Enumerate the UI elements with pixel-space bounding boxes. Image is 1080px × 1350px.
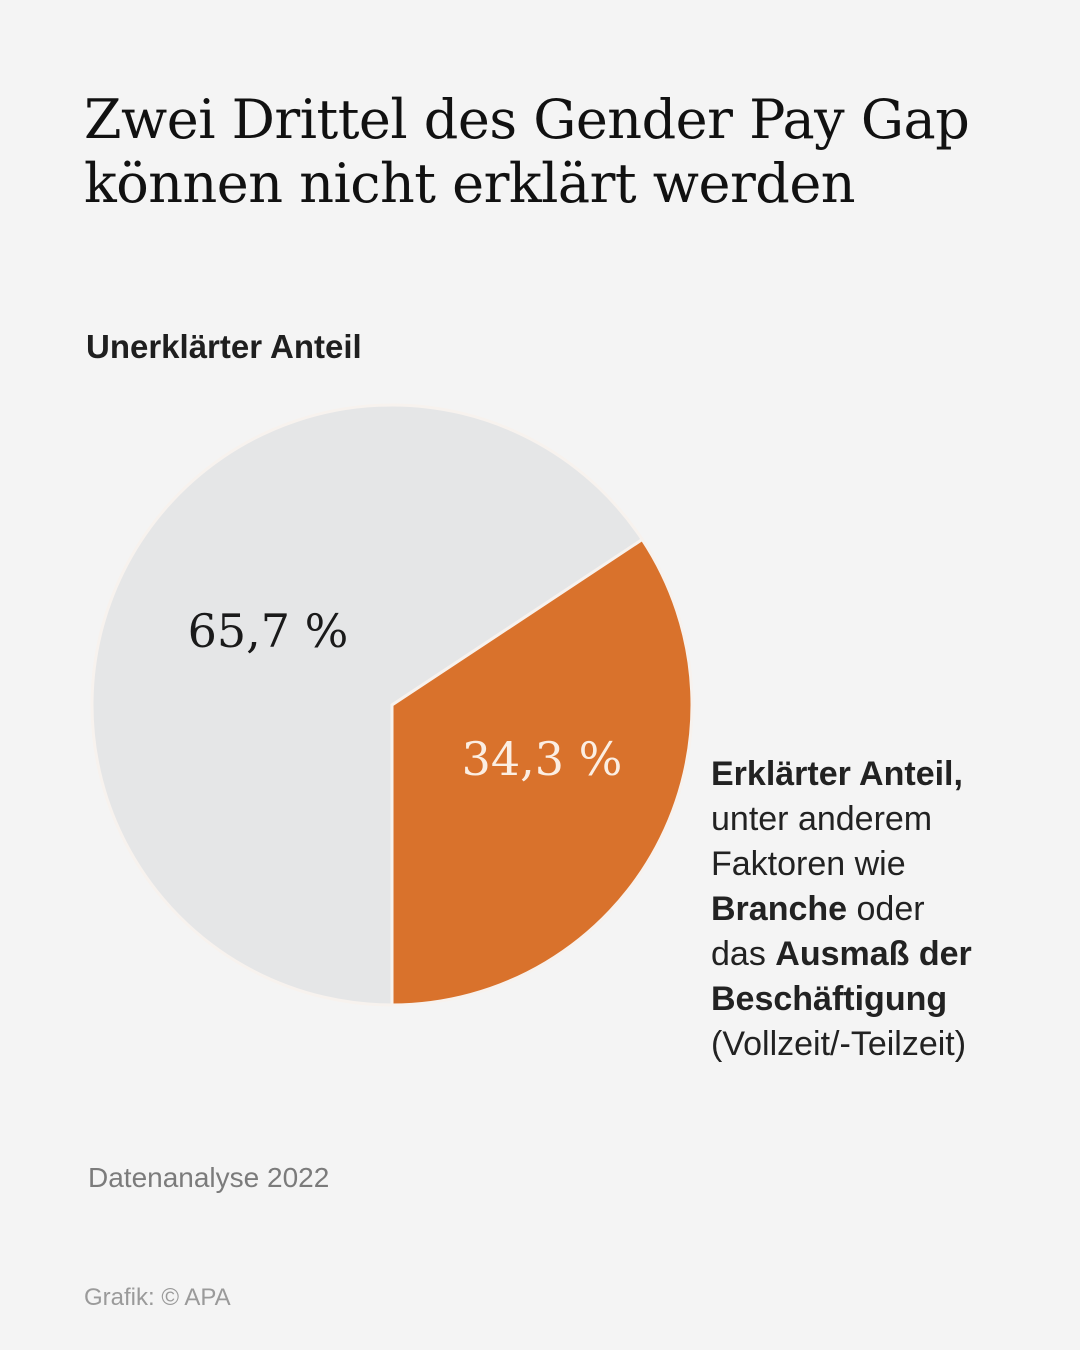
factor-ausmass: Ausmaß der: [775, 935, 972, 973]
annotation-line-5: das Ausmaß der: [711, 932, 972, 977]
chart-title: Zwei Drittel des Gender Pay Gap können n…: [84, 88, 1024, 216]
annotation-text: das: [711, 935, 776, 973]
slice-label-unexplained: 65,7 %: [188, 604, 349, 658]
annotation-line-2: unter anderem: [711, 800, 933, 838]
explained-share-annotation: Erklärter Anteil, unter anderem Faktoren…: [711, 752, 972, 1067]
unexplained-share-label: Unerklärter Anteil: [86, 328, 362, 365]
explained-share-heading: Erklärter Anteil,: [711, 755, 963, 793]
title-line-2: können nicht erklärt werden: [84, 152, 856, 215]
factor-beschaeftigung: Beschäftigung: [711, 980, 948, 1018]
annotation-line-6: Beschäftigung: [711, 977, 972, 1022]
pie-slice-unexplained: [90, 403, 645, 1007]
graphic-credit: Grafik: © APA: [84, 1284, 231, 1311]
pie-slice-explained: [390, 537, 694, 1007]
data-source: Datenanalyse 2022: [88, 1162, 330, 1193]
annotation-line-4: Branche oder: [711, 887, 972, 932]
title-line-1: Zwei Drittel des Gender Pay Gap: [84, 88, 970, 151]
factor-branche: Branche: [711, 890, 848, 928]
slice-label-explained: 34,3 %: [462, 732, 623, 786]
annotation-line-3: Faktoren wie: [711, 845, 906, 883]
annotation-line-7: (Vollzeit/-Teilzeit): [711, 1025, 967, 1063]
annotation-text: oder: [847, 890, 925, 928]
